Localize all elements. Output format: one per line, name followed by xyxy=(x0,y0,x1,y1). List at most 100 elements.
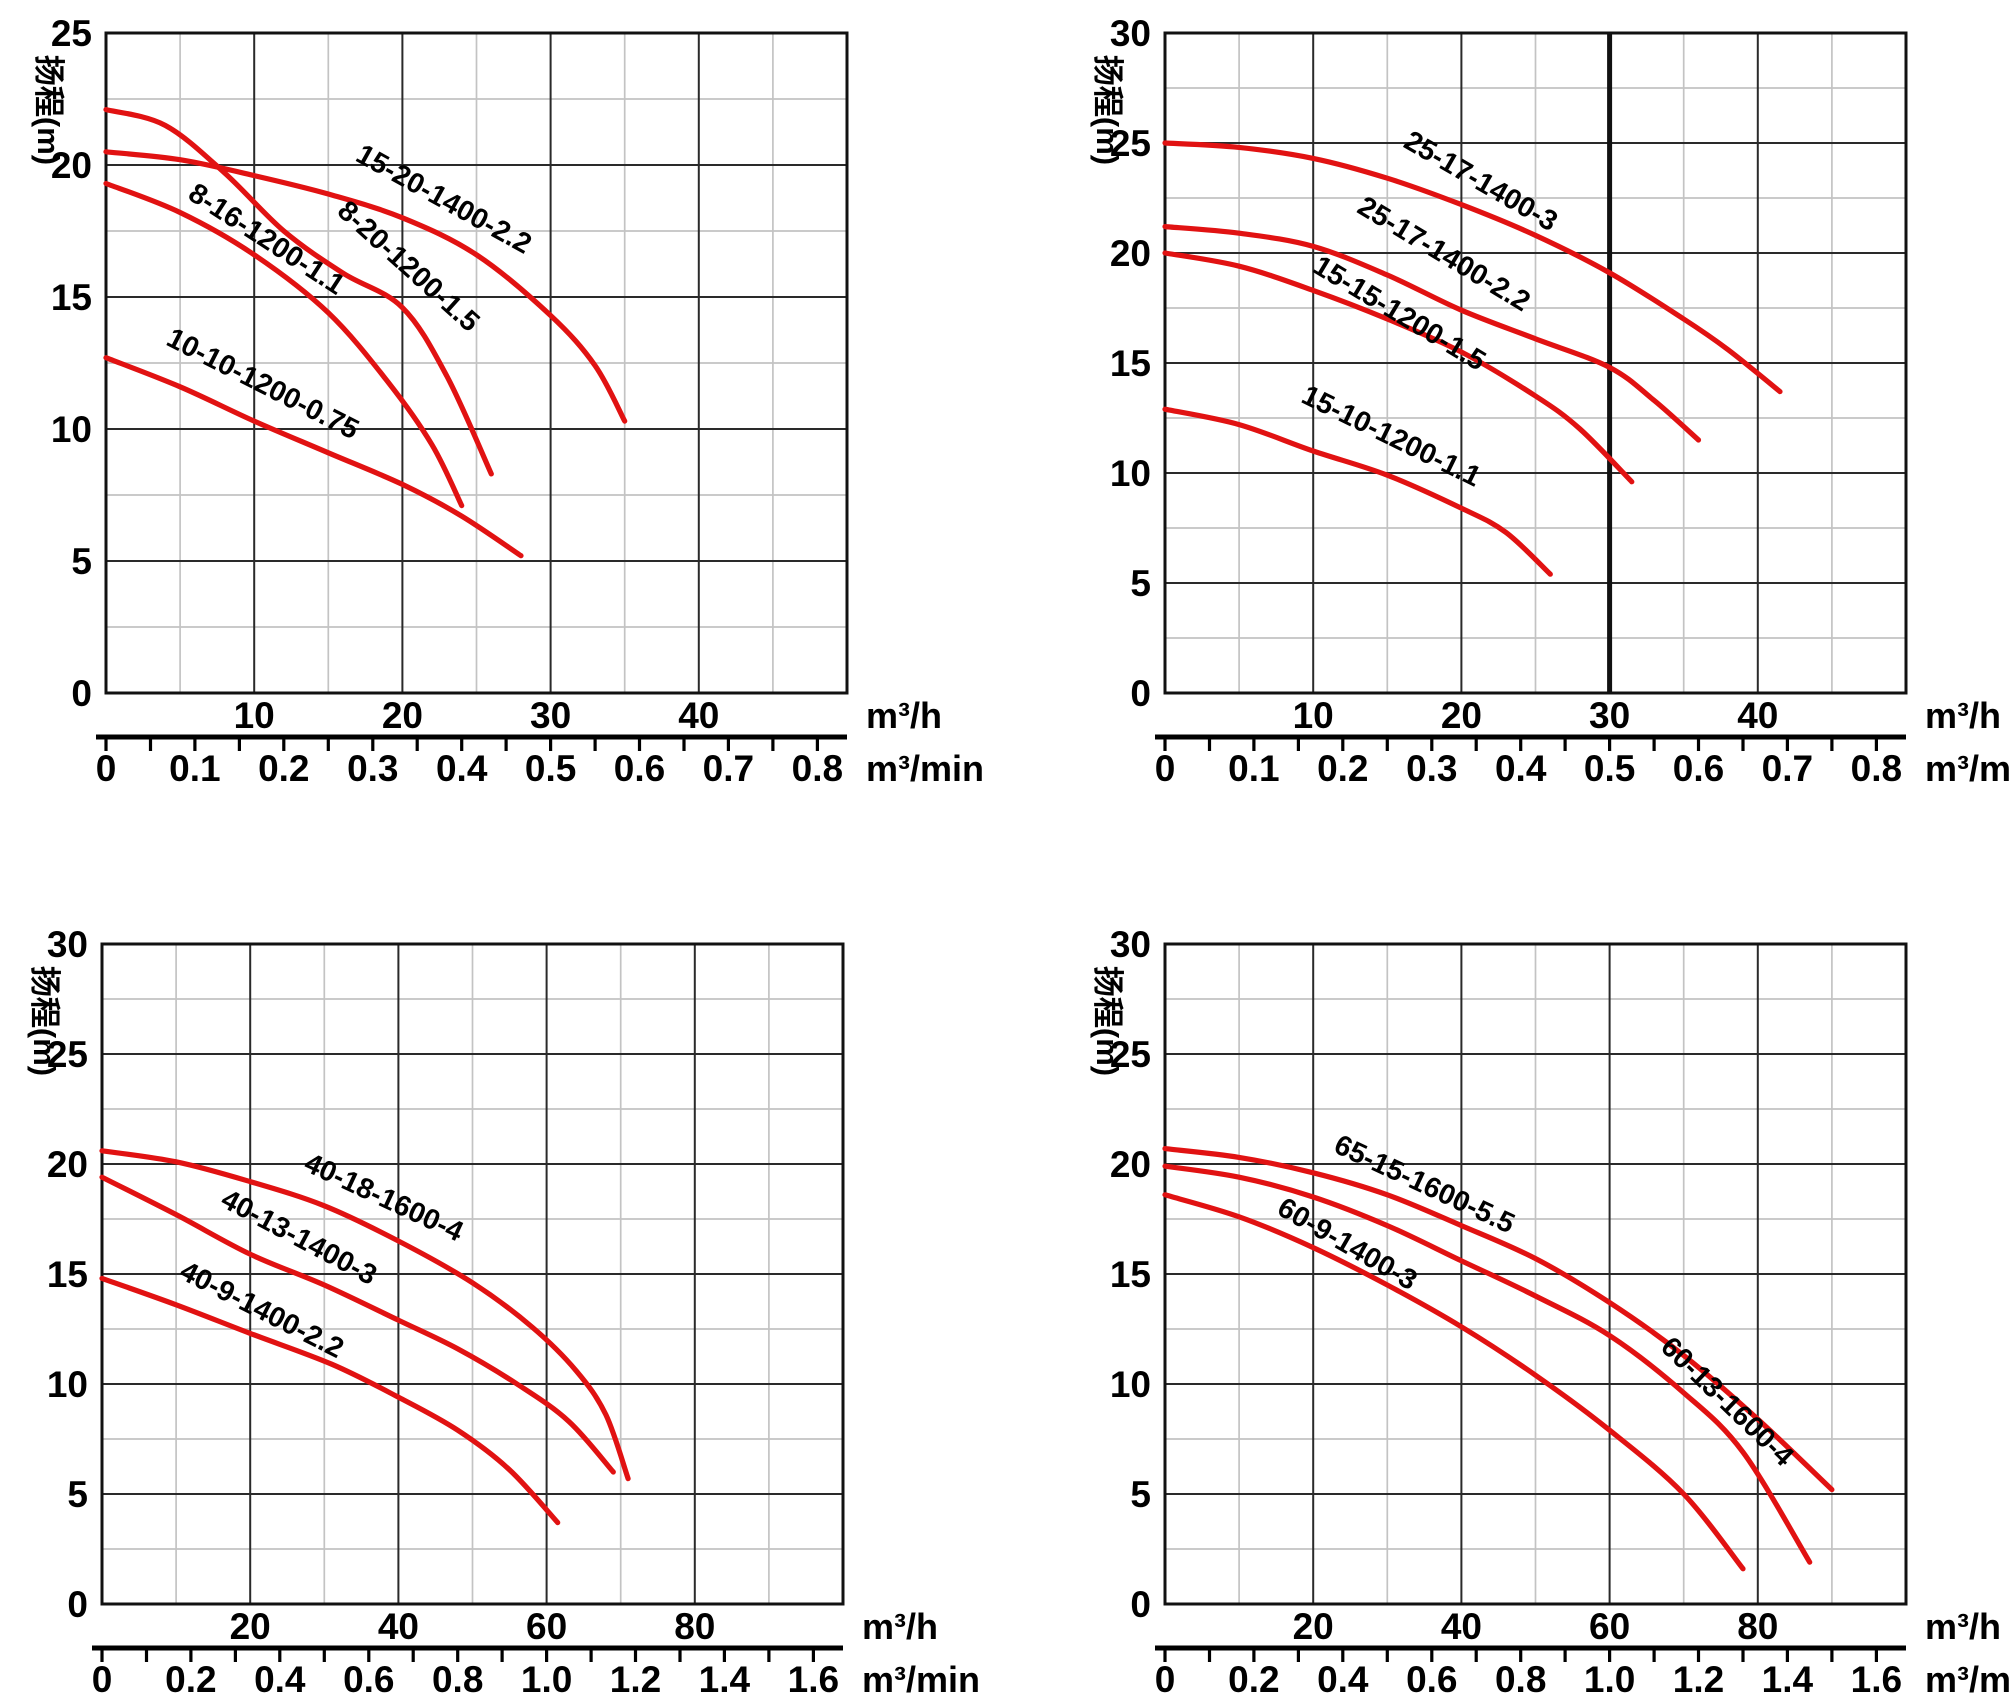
x-tick-label-h: 60 xyxy=(526,1606,567,1647)
x-tick-label-h: 30 xyxy=(530,695,571,736)
y-axis-title: 扬程(m) xyxy=(31,55,66,165)
y-tick-label: 10 xyxy=(1110,1364,1151,1405)
y-tick-label: 0 xyxy=(67,1584,88,1625)
chart-svg-top-right: 25-17-1400-325-17-1400-2.215-15-1200-1.5… xyxy=(1090,13,2013,789)
y-tick-label: 25 xyxy=(47,1034,88,1075)
curve-label-40-9-1400-2.2: 40-9-1400-2.2 xyxy=(175,1255,349,1365)
x-tick-label-min: 0.7 xyxy=(1762,748,1813,789)
y-tick-label: 15 xyxy=(47,1254,88,1295)
y-axis-title: 扬程(m) xyxy=(1090,966,1125,1076)
x-tick-label-min: 0.8 xyxy=(792,748,843,789)
x-tick-label-min: 0.3 xyxy=(1406,748,1457,789)
x-tick-label-min: 1.0 xyxy=(521,1659,572,1700)
curve-label-25-17-1400-3: 25-17-1400-3 xyxy=(1399,125,1563,238)
chart-bottom-left: 40-18-1600-4 40-13-1400-3 40-9-1400-2.2 0 5 1… xyxy=(0,911,1006,1707)
y-tick-label: 10 xyxy=(1110,453,1151,494)
x-tick-label-min: 0.2 xyxy=(258,748,309,789)
x-tick-label-min: 0.2 xyxy=(1228,1659,1279,1700)
y-axis-title: 扬程(m) xyxy=(1090,55,1125,165)
y-tick-label: 20 xyxy=(1110,1144,1151,1185)
chart-svg-top-left: 15-20-1400-2.28-20-1200-1.58-16-1200-1.1… xyxy=(31,13,984,789)
x-tick-label-min: 0.1 xyxy=(1228,748,1279,789)
y-tick-label: 25 xyxy=(1110,1034,1151,1075)
x-tick-label-min: 0.6 xyxy=(1406,1659,1457,1700)
x-tick-label-min: 0 xyxy=(96,748,117,789)
flow-min-unit-label: m³/min xyxy=(1925,1659,2013,1700)
x-tick-label-min: 0.6 xyxy=(343,1659,394,1700)
flow-min-unit-label: m³/min xyxy=(866,748,984,789)
curve-60-13-1600-4 xyxy=(1162,1163,1813,1565)
x-tick-label-min: 0.7 xyxy=(703,748,754,789)
y-tick-label: 5 xyxy=(71,541,92,582)
x-tick-label-min: 0 xyxy=(1155,1659,1176,1700)
x-tick-label-h: 40 xyxy=(678,695,719,736)
x-tick-label-h: 20 xyxy=(1441,695,1482,736)
x-tick-label-min: 0 xyxy=(92,1659,113,1700)
x-tick-label-min: 0.4 xyxy=(254,1659,306,1700)
chart-top-right: 25-17-1400-3 25-17-1400-2.2 15-15-1200-1.5… xyxy=(1059,0,2013,800)
x-tick-label-min: 0.8 xyxy=(432,1659,483,1700)
curve-25-17-1400-3 xyxy=(1162,140,1783,395)
x-tick-label-h: 20 xyxy=(382,695,423,736)
curve-40-18-1600-4 xyxy=(99,1148,631,1482)
y-tick-label: 30 xyxy=(1110,924,1151,965)
y-tick-label: 0 xyxy=(1130,673,1151,714)
plot-border xyxy=(104,31,849,695)
x-tick-label-h: 20 xyxy=(230,1606,271,1647)
curve-15-10-1200-1.1 xyxy=(1162,406,1553,577)
x-tick-label-min: 0.8 xyxy=(1851,748,1902,789)
x-tick-label-h: 80 xyxy=(1737,1606,1778,1647)
x-tick-label-min: 0.8 xyxy=(1495,1659,1546,1700)
y-tick-label: 5 xyxy=(67,1474,88,1515)
chart-svg-bottom-left: 40-18-1600-440-13-1400-340-9-1400-2.2051… xyxy=(27,924,980,1700)
chart-svg-bottom-right: 65-15-1600-5.560-9-1400-360-13-1600-4051… xyxy=(1090,924,2013,1700)
flow-hour-unit-label: m³/h xyxy=(1925,695,2001,736)
y-tick-label: 10 xyxy=(51,409,92,450)
x-tick-label-min: 1.4 xyxy=(699,1659,751,1700)
y-tick-label: 30 xyxy=(1110,13,1151,54)
x-tick-label-min: 0.6 xyxy=(1673,748,1724,789)
y-tick-label: 25 xyxy=(1110,123,1151,164)
x-tick-label-min: 0.2 xyxy=(165,1659,216,1700)
x-tick-label-min: 0.6 xyxy=(614,748,665,789)
flow-hour-unit-label: m³/h xyxy=(866,695,942,736)
flow-min-unit-label: m³/min xyxy=(1925,748,2013,789)
y-tick-label: 10 xyxy=(47,1364,88,1405)
x-tick-label-h: 40 xyxy=(1441,1606,1482,1647)
y-axis-title: 扬程(m) xyxy=(27,966,62,1076)
plot-border xyxy=(100,942,845,1606)
y-tick-label: 20 xyxy=(1110,233,1151,274)
x-tick-label-h: 40 xyxy=(1737,695,1778,736)
x-tick-label-min: 1.2 xyxy=(1673,1659,1724,1700)
x-tick-label-min: 0.4 xyxy=(1317,1659,1369,1700)
x-tick-label-min: 0.1 xyxy=(169,748,220,789)
x-tick-label-min: 1.4 xyxy=(1762,1659,1814,1700)
curve-8-16-1200-1.1 xyxy=(103,180,465,509)
x-tick-label-h: 10 xyxy=(1293,695,1334,736)
x-tick-label-min: 1.6 xyxy=(1851,1659,1902,1700)
curve-label-60-13-1600-4: 60-13-1600-4 xyxy=(1654,1331,1799,1473)
x-tick-label-h: 10 xyxy=(234,695,275,736)
curve-10-10-1200-0.75 xyxy=(103,355,524,559)
y-tick-label: 20 xyxy=(47,1144,88,1185)
plot-border xyxy=(1163,31,1908,695)
y-tick-label: 5 xyxy=(1130,563,1151,604)
x-tick-label-min: 0.2 xyxy=(1317,748,1368,789)
x-tick-label-min: 0.5 xyxy=(1584,748,1635,789)
curve-40-9-1400-2.2 xyxy=(99,1275,561,1526)
x-tick-label-h: 60 xyxy=(1589,1606,1630,1647)
y-tick-label: 5 xyxy=(1130,1474,1151,1515)
x-tick-label-min: 0.4 xyxy=(1495,748,1547,789)
curve-60-9-1400-3 xyxy=(1162,1192,1746,1572)
flow-hour-unit-label: m³/h xyxy=(862,1606,938,1647)
flow-min-unit-label: m³/min xyxy=(862,1659,980,1700)
plot-border xyxy=(1163,942,1908,1606)
x-tick-label-min: 1.6 xyxy=(788,1659,839,1700)
x-tick-label-min: 0.5 xyxy=(525,748,576,789)
x-tick-label-h: 30 xyxy=(1589,695,1630,736)
curve-8-20-1200-1.5 xyxy=(103,107,494,477)
y-tick-label: 25 xyxy=(51,13,92,54)
y-tick-label: 20 xyxy=(51,145,92,186)
chart-top-left: 15-20-1400-2.2 8-20-1200-1.5 8-16-1200-1.1… xyxy=(0,0,1010,800)
